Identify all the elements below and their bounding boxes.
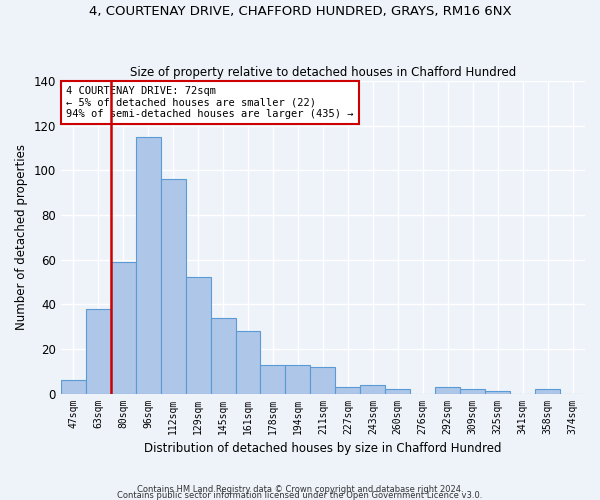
Bar — [286, 364, 310, 394]
Bar — [535, 389, 560, 394]
Bar — [211, 318, 236, 394]
X-axis label: Distribution of detached houses by size in Chafford Hundred: Distribution of detached houses by size … — [144, 442, 502, 455]
Bar — [385, 389, 410, 394]
Bar — [136, 137, 161, 394]
Text: 4, COURTENAY DRIVE, CHAFFORD HUNDRED, GRAYS, RM16 6NX: 4, COURTENAY DRIVE, CHAFFORD HUNDRED, GR… — [89, 5, 511, 18]
Text: 4 COURTENAY DRIVE: 72sqm
← 5% of detached houses are smaller (22)
94% of semi-de: 4 COURTENAY DRIVE: 72sqm ← 5% of detache… — [66, 86, 353, 119]
Bar — [236, 331, 260, 394]
Bar — [185, 278, 211, 394]
Text: Contains HM Land Registry data © Crown copyright and database right 2024.: Contains HM Land Registry data © Crown c… — [137, 484, 463, 494]
Bar — [310, 367, 335, 394]
Bar — [335, 387, 361, 394]
Title: Size of property relative to detached houses in Chafford Hundred: Size of property relative to detached ho… — [130, 66, 516, 78]
Bar — [86, 308, 111, 394]
Bar — [111, 262, 136, 394]
Bar — [61, 380, 86, 394]
Bar — [460, 389, 485, 394]
Bar — [485, 392, 510, 394]
Bar — [161, 180, 185, 394]
Bar — [435, 387, 460, 394]
Bar — [361, 384, 385, 394]
Text: Contains public sector information licensed under the Open Government Licence v3: Contains public sector information licen… — [118, 490, 482, 500]
Y-axis label: Number of detached properties: Number of detached properties — [15, 144, 28, 330]
Bar — [260, 364, 286, 394]
